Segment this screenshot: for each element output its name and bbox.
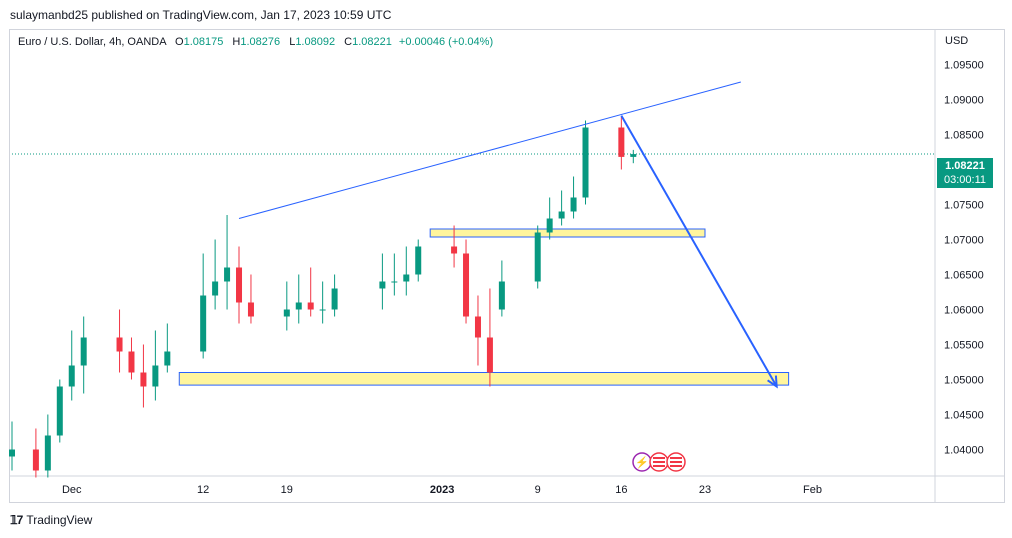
low-value: 1.08092 [295, 36, 336, 48]
price-tick-label: 1.08500 [944, 130, 984, 142]
price-tick-label: 1.07500 [944, 200, 984, 212]
chart-frame [9, 29, 1005, 503]
price-chart[interactable]: 1.095001.090001.085001.080001.075001.070… [0, 0, 1012, 505]
price-tick-label: 1.09000 [944, 95, 984, 107]
close-label: C [344, 36, 353, 48]
candle-body [307, 302, 314, 310]
us-flag-stripe-3 [653, 465, 665, 467]
candle-body [331, 288, 338, 310]
candle-body [391, 281, 398, 283]
candle-body [236, 267, 243, 303]
us-flag-stripe-3 [670, 465, 682, 467]
time-tick-label: 12 [197, 484, 209, 496]
candle-body [546, 218, 553, 233]
candle-body [152, 365, 159, 387]
current-price-tag: 1.08221 03:00:11 [937, 158, 993, 188]
candle-body [319, 309, 326, 311]
price-tick-label: 1.04500 [944, 410, 984, 422]
candle-body [486, 337, 493, 373]
price-axis[interactable]: 1.095001.090001.085001.080001.075001.070… [944, 60, 984, 457]
candle-body [200, 295, 207, 352]
currency-label[interactable]: USD [945, 35, 969, 47]
symbol-name[interactable]: Euro / U.S. Dollar, 4h, OANDA [18, 36, 166, 48]
candlestick-series [9, 117, 637, 478]
candle-body [283, 309, 290, 317]
high-label: H [232, 36, 241, 48]
time-tick-label: 2023 [430, 484, 454, 496]
projection-arrow-line[interactable] [620, 115, 778, 387]
drawings-layer[interactable] [238, 81, 778, 389]
time-axis[interactable]: Dec 12 19 2023 9 16 23 Feb [62, 484, 822, 496]
time-tick-label: 9 [535, 484, 541, 496]
candle-body [116, 337, 123, 352]
candle-body [618, 127, 625, 157]
candle-body [558, 211, 565, 219]
candle-body [498, 281, 505, 310]
trendline[interactable] [238, 81, 741, 219]
time-tick-label: Feb [803, 484, 822, 496]
candle-body [212, 281, 219, 296]
candle-body [630, 154, 637, 157]
us-flag-stripe-2 [670, 461, 682, 463]
candle-body [68, 365, 75, 387]
price-tick-label: 1.07000 [944, 235, 984, 247]
high-value: 1.08276 [240, 36, 281, 48]
candle-body [474, 316, 481, 338]
lightning-glyph: ⚡ [635, 456, 649, 469]
time-tick-label: 23 [699, 484, 711, 496]
price-tick-label: 1.06500 [944, 270, 984, 282]
candle-body [295, 302, 302, 310]
candle-body [56, 386, 63, 436]
low-label: L [289, 36, 296, 48]
publisher-info: sulaymanbd25 published on TradingView.co… [10, 8, 392, 22]
close-value: 1.08221 [352, 36, 392, 48]
candle-body [128, 351, 135, 373]
candle-body [415, 246, 422, 275]
projection-arrow-head [767, 375, 778, 389]
candle-body [534, 232, 541, 282]
candle-body [32, 449, 39, 471]
time-tick-label: 16 [615, 484, 627, 496]
candle-body [379, 281, 386, 289]
candle-body [247, 302, 254, 317]
candle-body [403, 274, 410, 282]
candle-body [570, 197, 577, 212]
time-tick-label: 19 [281, 484, 293, 496]
candle-body [140, 372, 147, 387]
candle-body [224, 267, 231, 282]
current-price-value: 1.08221 [945, 160, 985, 172]
candle-body [164, 351, 171, 366]
footer-brand[interactable]: TradingView [26, 513, 93, 527]
support-resistance-zones[interactable] [178, 228, 790, 386]
time-tick-label: Dec [62, 484, 82, 496]
change-value: +0.00046 (+0.04%) [398, 36, 494, 48]
candle-body [44, 435, 51, 471]
candle-body [9, 449, 15, 457]
price-tick-label: 1.04000 [944, 445, 984, 457]
candle-body [451, 246, 458, 254]
price-zone-rect[interactable] [178, 372, 790, 386]
price-tick-label: 1.05500 [944, 340, 984, 352]
price-zone-rect[interactable] [429, 228, 706, 238]
candle-body [463, 253, 470, 317]
symbol-legend: Euro / U.S. Dollar, 4h, OANDA O1.08175 H… [18, 36, 493, 48]
footer: 𝟙7 TradingView [10, 513, 92, 527]
us-flag-stripe-1 [670, 457, 682, 459]
us-flag-stripe-1 [653, 457, 665, 459]
open-label: O [175, 36, 184, 48]
price-tick-label: 1.06000 [944, 305, 984, 317]
price-tick-label: 1.05000 [944, 375, 984, 387]
us-flag-stripe-2 [653, 461, 665, 463]
price-tick-label: 1.09500 [944, 60, 984, 72]
tradingview-logo-icon[interactable]: 𝟙7 [10, 513, 23, 527]
candle-body [582, 127, 589, 198]
economic-events[interactable]: ⚡ [632, 452, 686, 472]
candle-body [80, 337, 87, 366]
open-value: 1.08175 [183, 36, 224, 48]
bar-countdown: 03:00:11 [943, 174, 986, 186]
